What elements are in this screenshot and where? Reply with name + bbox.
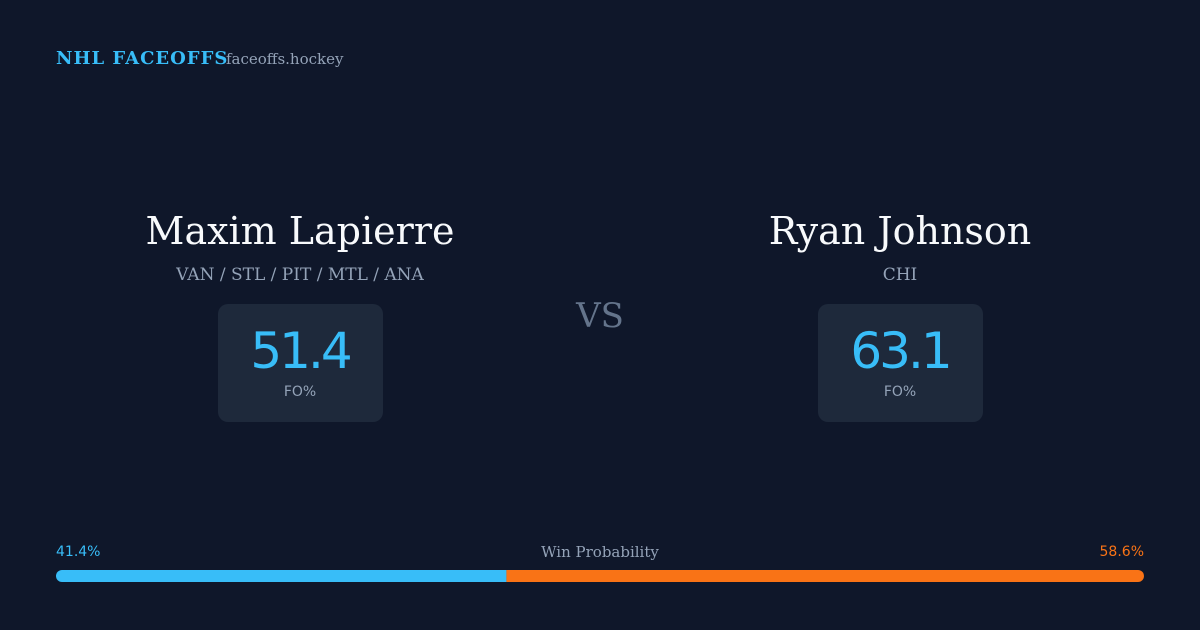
fo-label: FO% [283, 384, 317, 400]
win-prob-right: 58.6% [1099, 544, 1144, 560]
stat-box: 63.1 FO% [817, 304, 983, 422]
stat-box: 51.4 FO% [217, 304, 383, 422]
win-prob-title: Win Probability [541, 543, 659, 561]
win-prob-segment [56, 570, 507, 582]
fo-label: FO% [883, 384, 917, 400]
player-name: Maxim Lapierre [145, 209, 455, 253]
fo-value: 51.4 [250, 322, 352, 380]
player-teams: CHI [882, 265, 918, 285]
site-url: faceoffs.hockey [226, 50, 344, 68]
player-name: Ryan Johnson [768, 209, 1032, 253]
win-prob-bar [56, 570, 1144, 582]
win-prob-segment [506, 570, 1144, 582]
vs-label: VS [576, 296, 624, 336]
player-panel: Maxim Lapierre VAN / STL / PIT / MTL / A… [50, 205, 550, 422]
fo-value: 63.1 [850, 322, 952, 380]
win-prob-left: 41.4% [56, 544, 101, 560]
player-panel: Ryan Johnson CHI 63.1 FO% [650, 205, 1150, 422]
player-teams: VAN / STL / PIT / MTL / ANA [176, 265, 424, 285]
brand: NHL FACEOFFS [56, 48, 229, 69]
